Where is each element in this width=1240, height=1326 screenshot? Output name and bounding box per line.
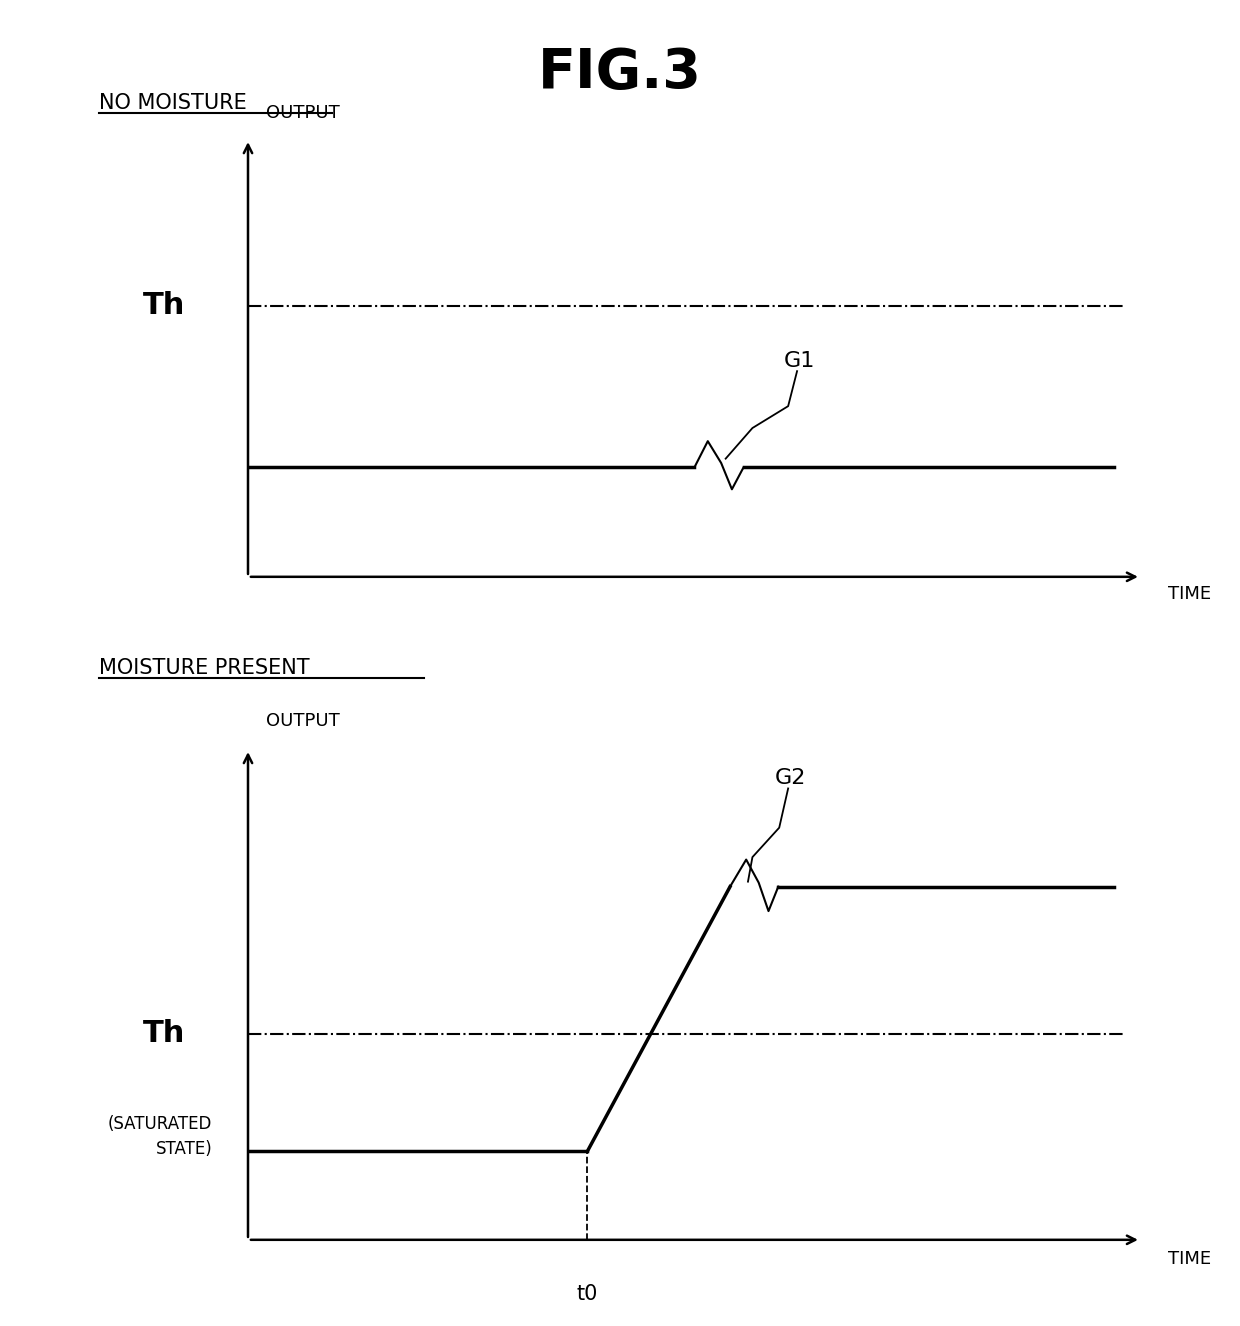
Text: OUTPUT: OUTPUT [265, 103, 340, 122]
Text: OUTPUT: OUTPUT [265, 712, 340, 729]
Text: t0: t0 [577, 1284, 598, 1303]
Text: G1: G1 [784, 351, 815, 371]
Text: TIME: TIME [1168, 585, 1210, 603]
Text: NO MOISTURE: NO MOISTURE [99, 93, 247, 113]
Text: FIG.3: FIG.3 [538, 46, 702, 101]
Text: (SATURATED
STATE): (SATURATED STATE) [108, 1115, 212, 1159]
Text: MOISTURE PRESENT: MOISTURE PRESENT [99, 658, 310, 678]
Text: G2: G2 [775, 769, 806, 789]
Text: Th: Th [143, 1020, 186, 1049]
Text: Th: Th [143, 290, 186, 320]
Text: TIME: TIME [1168, 1250, 1210, 1269]
